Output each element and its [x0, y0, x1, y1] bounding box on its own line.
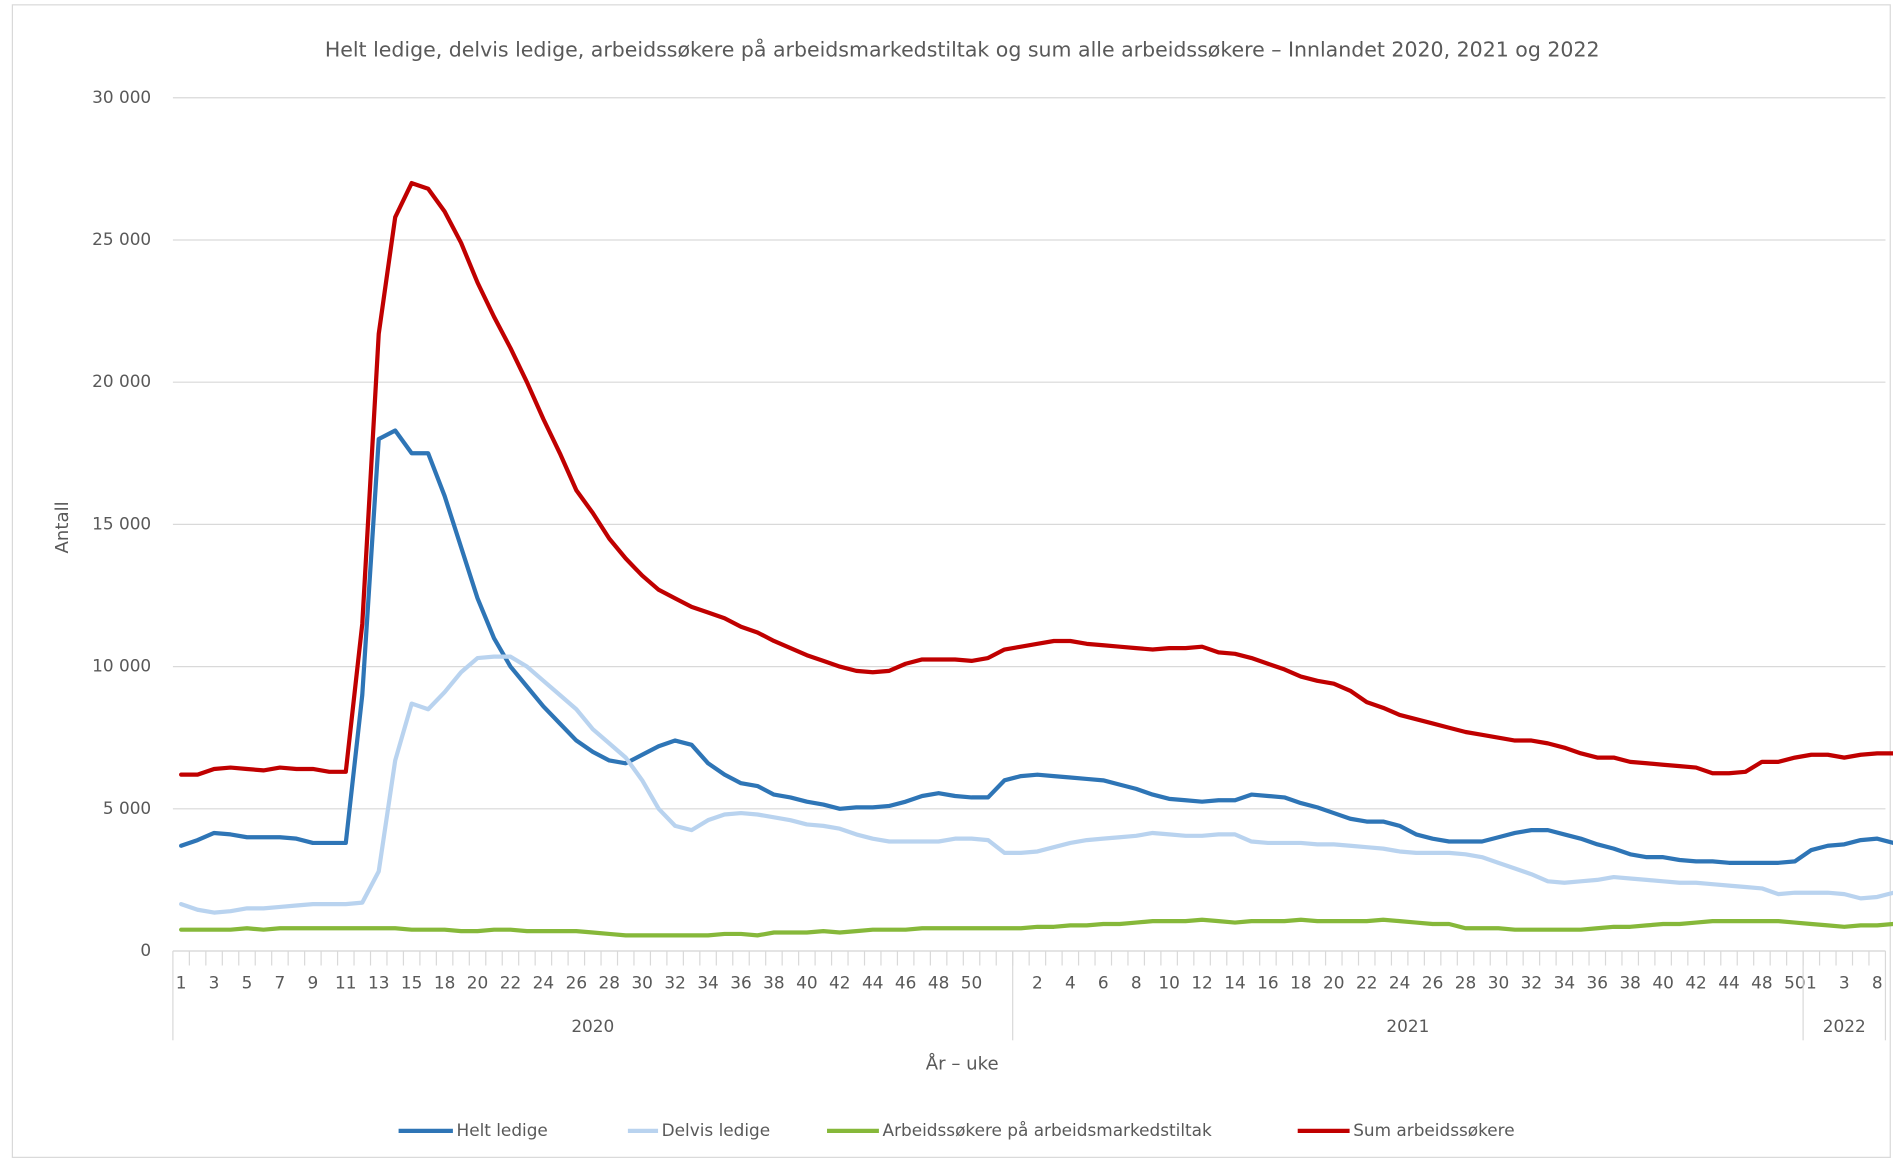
x-tick-label: 50 [1784, 973, 1805, 993]
x-tick-label: 8 [1872, 973, 1883, 993]
x-tick-label: 48 [928, 973, 949, 993]
x-tick-label: 40 [1652, 973, 1673, 993]
x-tick-label: 24 [533, 973, 554, 993]
x-tick-label: 24 [1389, 973, 1410, 993]
x-tick-label: 38 [763, 973, 784, 993]
x-tick-label: 22 [500, 973, 521, 993]
y-tick-label: 0 [140, 940, 151, 960]
x-tick-label: 7 [275, 973, 286, 993]
legend-label: Helt ledige [457, 1120, 548, 1140]
x-tick-label: 42 [1685, 973, 1706, 993]
x-tick-label: 36 [730, 973, 751, 993]
x-tick-label: 50 [961, 973, 982, 993]
y-tick-label: 5 000 [103, 798, 151, 818]
x-tick-label: 20 [467, 973, 488, 993]
chart-frame [11, 4, 1891, 1158]
x-tick-label: 8 [1131, 973, 1142, 993]
x-tick-label: 26 [566, 973, 587, 993]
x-tick-label: 36 [1587, 973, 1608, 993]
y-tick-label: 30 000 [92, 87, 151, 107]
x-tick-label: 5 [242, 973, 253, 993]
x-tick-label: 42 [829, 973, 850, 993]
x-tick-label: 18 [434, 973, 455, 993]
x-tick-label: 22 [1356, 973, 1377, 993]
x-tick-label: 20 [1323, 973, 1344, 993]
x-tick-label: 6 [1098, 973, 1109, 993]
x-tick-label: 46 [895, 973, 916, 993]
series-line [179, 917, 1893, 938]
x-group-label: 2020 [571, 1016, 614, 1036]
series-line [179, 180, 1893, 777]
x-tick-label: 26 [1422, 973, 1443, 993]
x-tick-label: 10 [1158, 973, 1179, 993]
y-tick-label: 25 000 [92, 229, 151, 249]
x-tick-label: 9 [307, 973, 318, 993]
x-tick-label: 38 [1619, 973, 1640, 993]
x-tick-label: 34 [1554, 973, 1575, 993]
series-line [179, 654, 1893, 915]
x-tick-label: 3 [1839, 973, 1850, 993]
y-tick-label: 20 000 [92, 371, 151, 391]
x-tick-label: 16 [1257, 973, 1278, 993]
x-tick-label: 1 [176, 973, 187, 993]
legend-label: Delvis ledige [662, 1120, 770, 1140]
x-tick-label: 30 [631, 973, 652, 993]
x-tick-label: 28 [1455, 973, 1476, 993]
legend-label: Arbeidssøkere på arbeidsmarkedstiltak [883, 1120, 1212, 1140]
x-tick-label: 13 [368, 973, 389, 993]
chart-title: Helt ledige, delvis ledige, arbeidssøker… [325, 37, 1600, 62]
x-tick-label: 34 [697, 973, 718, 993]
series-line [179, 428, 1893, 865]
x-tick-label: 12 [1191, 973, 1212, 993]
x-group-label: 2021 [1386, 1016, 1429, 1036]
x-tick-label: 1 [1806, 973, 1817, 993]
x-tick-label: 32 [664, 973, 685, 993]
x-tick-label: 3 [209, 973, 220, 993]
x-tick-label: 30 [1488, 973, 1509, 993]
x-tick-label: 15 [401, 973, 422, 993]
x-tick-label: 44 [1718, 973, 1739, 993]
x-tick-label: 48 [1751, 973, 1772, 993]
legend-label: Sum arbeidssøkere [1353, 1120, 1514, 1140]
x-tick-label: 2 [1032, 973, 1043, 993]
x-tick-label: 44 [862, 973, 883, 993]
x-tick-label: 11 [335, 973, 356, 993]
x-tick-label: 28 [599, 973, 620, 993]
x-group-label: 2022 [1823, 1016, 1866, 1036]
x-tick-label: 32 [1521, 973, 1542, 993]
x-axis-title: År – uke [926, 1052, 999, 1074]
y-axis-title: Antall [52, 501, 73, 553]
x-tick-label: 40 [796, 973, 817, 993]
x-tick-label: 18 [1290, 973, 1311, 993]
y-tick-label: 10 000 [92, 656, 151, 676]
x-tick-label: 4 [1065, 973, 1076, 993]
x-tick-label: 14 [1224, 973, 1245, 993]
y-tick-label: 15 000 [92, 513, 151, 533]
